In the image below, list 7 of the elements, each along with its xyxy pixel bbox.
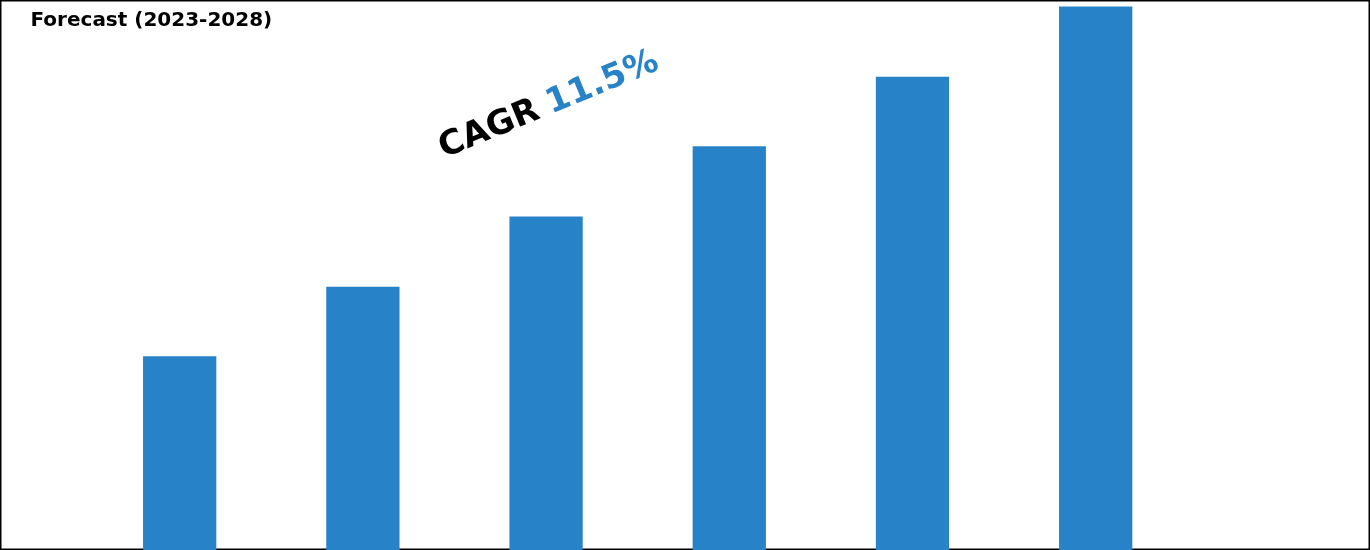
bar bbox=[1059, 6, 1133, 550]
bar bbox=[509, 216, 583, 550]
bar bbox=[143, 356, 217, 550]
bar bbox=[875, 76, 950, 550]
bar bbox=[692, 146, 766, 550]
bar bbox=[326, 286, 400, 550]
chart-title: Forecast (2023-2028) bbox=[30, 6, 273, 31]
